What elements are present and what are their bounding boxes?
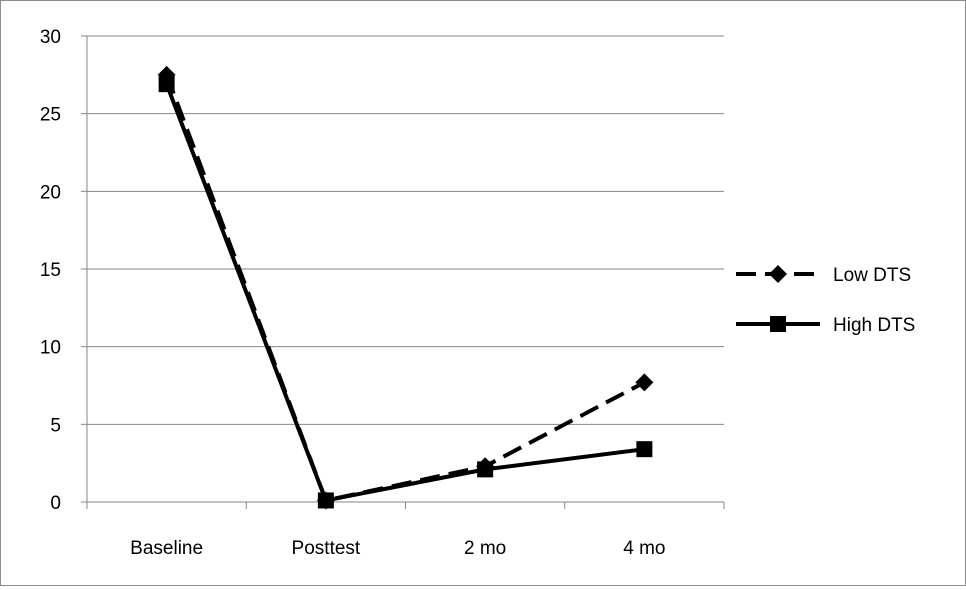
data-point xyxy=(477,461,494,478)
y-tick-label: 0 xyxy=(50,493,61,514)
y-tick-label: 15 xyxy=(40,260,61,281)
series-low-dts xyxy=(157,65,654,510)
y-tick-label: 10 xyxy=(40,338,61,359)
y-tick-label: 25 xyxy=(40,105,61,126)
legend-label: Low DTS xyxy=(833,265,911,286)
x-tick-label: 2 mo xyxy=(464,538,506,559)
data-point xyxy=(158,76,175,93)
series-line xyxy=(164,74,646,503)
data-point xyxy=(317,492,334,509)
legend-swatch-marker xyxy=(769,265,787,283)
x-tick-label: Baseline xyxy=(130,538,203,559)
legend-entry: Low DTS xyxy=(736,265,911,286)
x-tick-label: Posttest xyxy=(292,538,361,559)
y-tick-label: 30 xyxy=(40,27,61,48)
data-point xyxy=(636,441,653,458)
series-high-dts xyxy=(158,76,653,509)
x-tick-label: 4 mo xyxy=(623,538,665,559)
series-line xyxy=(164,83,645,503)
series xyxy=(157,65,654,510)
legend-swatch-marker xyxy=(770,316,786,332)
legend-label: High DTS xyxy=(833,315,915,336)
legend: Low DTS High DTS xyxy=(736,265,915,336)
legend-entry: High DTS xyxy=(736,315,915,336)
y-tick-label: 20 xyxy=(40,182,61,203)
gridlines xyxy=(87,35,724,425)
data-point xyxy=(635,373,654,392)
axes: 0 5 10 15 20 25 30 Baseline Posttest 2 mo 4 mo xyxy=(40,27,725,559)
y-tick-label: 5 xyxy=(50,415,61,436)
